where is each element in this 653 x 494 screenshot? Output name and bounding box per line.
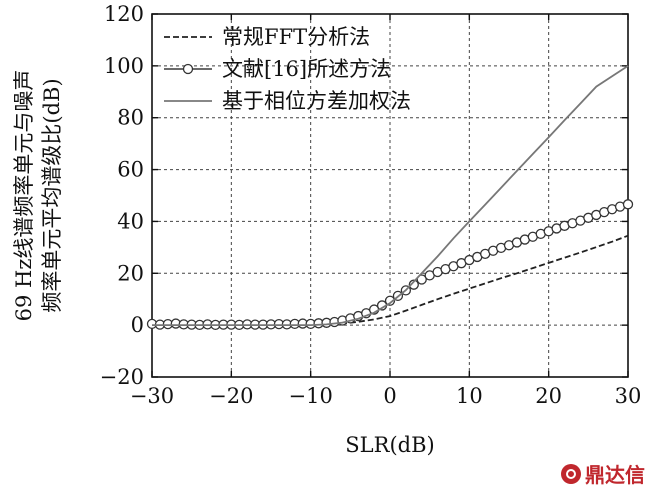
watermark: 鼎达信	[561, 459, 645, 488]
y-tick-label: 60	[117, 158, 144, 182]
series-point	[384, 295, 396, 306]
legend-label-2: 文献[16]所述方法	[222, 57, 391, 81]
x-axis-title: SLR(dB)	[345, 433, 434, 457]
y-tick-label: 20	[117, 261, 144, 285]
legend-label-1: 常规FFT分析法	[222, 25, 370, 49]
series-layer	[146, 65, 634, 331]
series-point	[416, 274, 427, 285]
x-tick-label: 10	[456, 384, 483, 408]
series-point	[622, 199, 634, 210]
y-tick-label: 100	[104, 54, 144, 78]
x-tick-label: 30	[615, 384, 642, 408]
y-axis-title-line: 频率单元平均谱级比(dB)	[40, 78, 64, 312]
y-axis-title: 69 Hz线谱频率单元与噪声 频率单元平均谱级比(dB)	[12, 70, 64, 322]
watermark-text: 鼎达信	[585, 463, 645, 487]
y-tick-label: 40	[117, 209, 144, 233]
x-tick-label: 20	[535, 384, 562, 408]
legend-label-3: 基于相位方差加权法	[222, 89, 411, 113]
y-tick-label: 120	[104, 2, 144, 26]
x-tick-label: −10	[289, 384, 333, 408]
series-point	[408, 279, 419, 290]
x-tick-label: −20	[209, 384, 253, 408]
y-tick-label: 0	[131, 313, 144, 337]
x-tick-label: 0	[383, 384, 396, 408]
y-axis-title-line: 69 Hz线谱频率单元与噪声	[12, 70, 36, 322]
x-tick-label: −30	[130, 384, 174, 408]
legend-marker	[182, 63, 194, 75]
watermark-logo-icon	[561, 463, 581, 484]
y-tick-label: 80	[117, 106, 144, 130]
series-line-3	[152, 65, 629, 327]
series-line-2	[151, 203, 629, 326]
y-tick-label: −20	[100, 365, 144, 389]
